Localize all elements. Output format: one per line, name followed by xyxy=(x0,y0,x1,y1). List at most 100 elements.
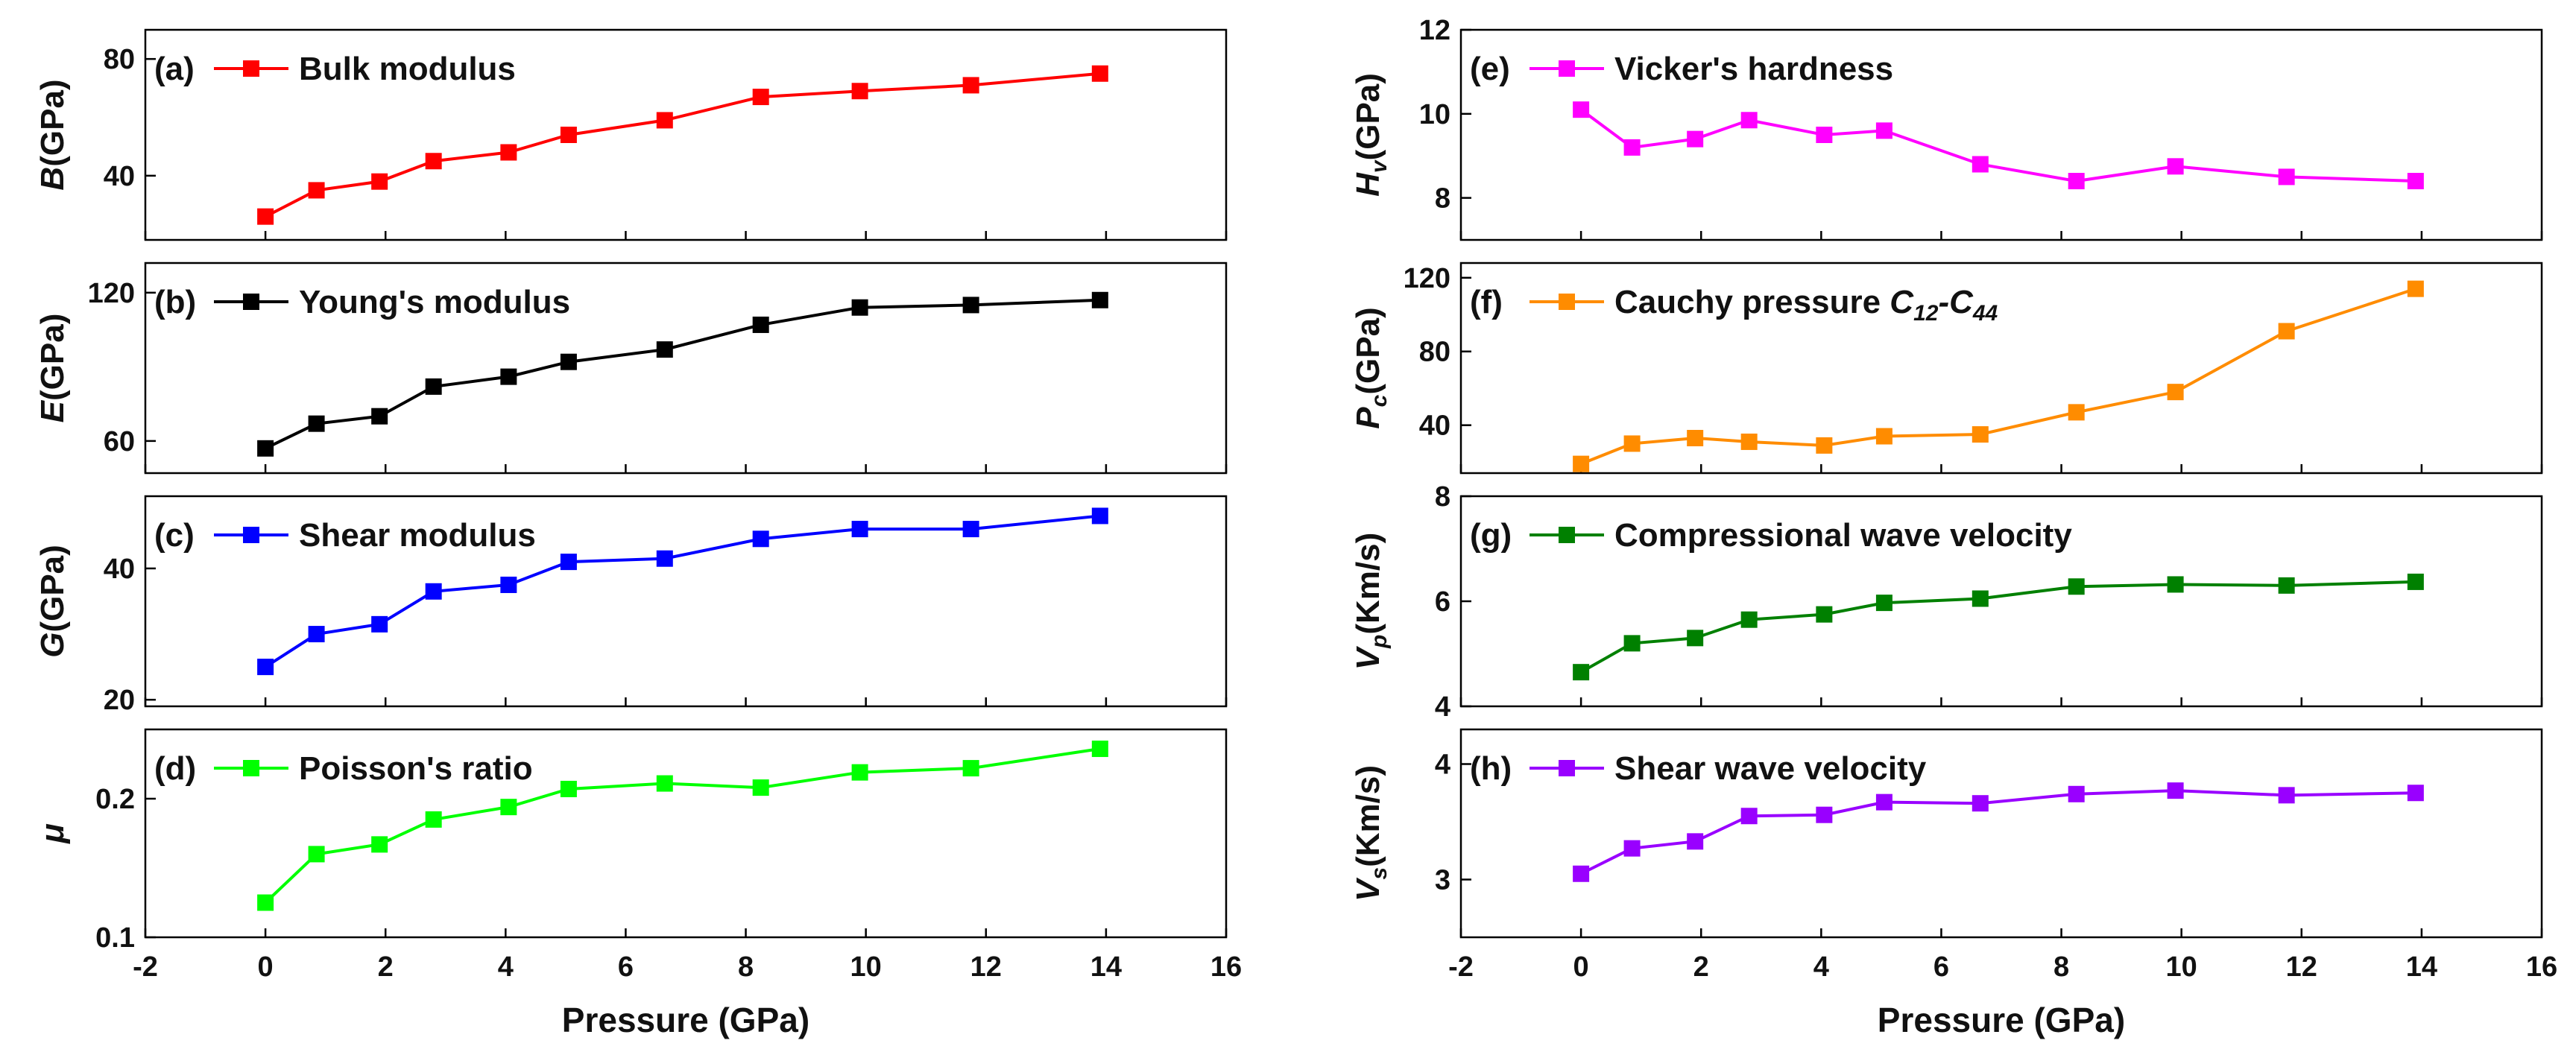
data-point xyxy=(1687,630,1704,647)
data-point xyxy=(962,760,979,777)
data-point xyxy=(1623,435,1641,452)
data-point xyxy=(2167,158,2184,175)
x-tick-label: -2 xyxy=(133,951,158,983)
data-point xyxy=(308,626,325,643)
panel-letter: (h) xyxy=(1470,750,1512,787)
y-axis-label: μ xyxy=(34,823,71,845)
panel-b-frame xyxy=(144,262,1228,475)
panel-letter: (g) xyxy=(1470,517,1512,554)
data-point xyxy=(2278,787,2295,804)
data-point xyxy=(425,378,442,395)
x-tick-label: 10 xyxy=(2166,951,2197,983)
data-point xyxy=(1687,130,1704,148)
data-point xyxy=(500,799,517,816)
data-point xyxy=(560,353,577,370)
legend-marker xyxy=(243,60,259,77)
data-point xyxy=(2068,173,2085,190)
data-point xyxy=(308,846,325,863)
y-tick-label: 8 xyxy=(1435,183,1450,215)
x-tick-label: 0 xyxy=(258,951,274,983)
legend-label: Compressional wave velocity xyxy=(1614,517,2072,554)
data-point xyxy=(1875,793,1892,811)
y-tick-label: 12 xyxy=(1419,15,1450,46)
panel-a-frame xyxy=(144,28,1228,241)
data-point xyxy=(1740,433,1758,450)
legend-label: Shear modulus xyxy=(299,517,536,554)
data-point xyxy=(1687,833,1704,850)
data-point xyxy=(2278,577,2295,594)
data-point xyxy=(1623,635,1641,652)
data-point xyxy=(752,779,769,796)
data-point xyxy=(371,408,388,425)
legend-label: Bulk modulus xyxy=(299,51,516,87)
y-axis-label: E(GPa) xyxy=(34,314,71,423)
data-point xyxy=(2167,576,2184,593)
legend-label: Shear wave velocity xyxy=(1614,750,1927,787)
panel-letter: (a) xyxy=(154,51,195,87)
data-point xyxy=(1623,840,1641,857)
legend-marker xyxy=(243,294,259,310)
panel-d: 0.1 0.2 μ (d) Poisson's ratio xyxy=(34,728,1228,954)
data-point xyxy=(1740,112,1758,129)
panel-letter: (d) xyxy=(154,750,196,787)
x-tick-label: 14 xyxy=(1090,951,1122,983)
data-point xyxy=(1623,139,1641,156)
data-point xyxy=(1573,101,1590,118)
data-point xyxy=(371,173,388,190)
data-point xyxy=(2407,173,2424,190)
data-point xyxy=(500,368,517,385)
y-tick-label: 0.1 xyxy=(95,922,135,954)
series-line xyxy=(265,298,1100,450)
data-point xyxy=(851,521,868,538)
y-tick-label: 40 xyxy=(104,554,135,585)
y-tick-label: 6 xyxy=(1435,586,1450,618)
data-point xyxy=(2278,323,2295,340)
data-point xyxy=(1816,127,1833,143)
data-point xyxy=(257,440,274,457)
data-point xyxy=(257,659,274,676)
x-tick-label: 0 xyxy=(1573,951,1589,983)
data-point xyxy=(1091,507,1108,525)
legend-marker xyxy=(1559,527,1575,543)
legend-marker xyxy=(1559,60,1575,77)
data-point xyxy=(371,615,388,633)
y-tick-label: 20 xyxy=(104,685,135,716)
data-point xyxy=(1740,808,1758,825)
data-point xyxy=(500,144,517,161)
data-point xyxy=(752,530,769,548)
x-tick-label: 2 xyxy=(1693,951,1709,983)
panel-e-frame xyxy=(1459,28,2543,241)
data-point xyxy=(2407,573,2424,590)
y-tick-label: 10 xyxy=(1419,99,1450,130)
data-point xyxy=(851,764,868,781)
y-tick-label: 60 xyxy=(104,426,135,457)
data-point xyxy=(1972,156,1989,173)
y-tick-label: 0.2 xyxy=(95,784,135,815)
y-tick-label: 4 xyxy=(1435,691,1450,723)
data-point xyxy=(2068,578,2085,595)
x-tick-label: 8 xyxy=(738,951,754,983)
data-point xyxy=(1091,65,1108,82)
x-tick-label: 12 xyxy=(2286,951,2317,983)
data-point xyxy=(851,83,868,100)
panel-letter: (b) xyxy=(154,284,196,320)
x-tick-label: 2 xyxy=(378,951,394,983)
data-point xyxy=(1816,806,1833,823)
data-point xyxy=(308,415,325,432)
data-point xyxy=(851,299,868,316)
x-axis-col-1: -2 0 2 4 6 8 10 12 14 16 Pressure (GPa) xyxy=(133,951,1242,1039)
panel-f: 40 80 120 Pc(GPa) (f) Cauchy pressure C12-C44 xyxy=(1350,262,2543,475)
panel-letter: (f) xyxy=(1470,284,1503,320)
legend-marker xyxy=(243,527,259,543)
x-tick-label: 12 xyxy=(970,951,1002,983)
series-line xyxy=(1580,580,2416,674)
data-point xyxy=(560,554,577,571)
data-point xyxy=(308,182,325,199)
data-point xyxy=(2068,404,2085,421)
y-axis-label: B(GPa) xyxy=(34,79,71,190)
legend-label: Cauchy pressure C12-C44 xyxy=(1614,284,1998,326)
y-tick-label: 8 xyxy=(1435,481,1450,513)
y-axis-label: G(GPa) xyxy=(34,545,71,658)
y-axis-label: Vp(Km/s) xyxy=(1350,533,1392,671)
